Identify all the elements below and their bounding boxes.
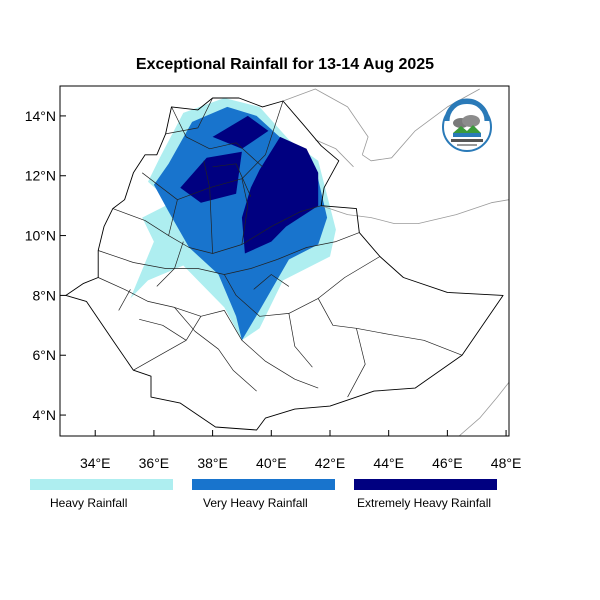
rainfall-area-extreme-4 [212, 115, 269, 149]
region-boundary-11 [174, 307, 257, 392]
plot-frame [59, 85, 510, 437]
region-boundary-15 [118, 289, 131, 311]
lon-tick-label-34: 34°E [80, 455, 111, 471]
boundary-layer [65, 88, 509, 436]
lon-tick-label-42: 42°E [315, 455, 346, 471]
lon-tick-label-46: 46°E [432, 455, 463, 471]
lat-tick-label-8: 8°N [33, 287, 57, 303]
region-boundary-6 [168, 199, 178, 236]
region-boundary-19 [156, 241, 184, 287]
country-border [65, 97, 504, 431]
rainfall-area-extreme-3 [180, 151, 242, 203]
lon-tick-label-38: 38°E [197, 455, 228, 471]
lat-tick-label-4: 4°N [33, 407, 57, 423]
lat-tick-label-6: 6°N [33, 347, 57, 363]
neighbor-border-3 [315, 139, 354, 168]
map-title: Exceptional Rainfall for 13-14 Aug 2025 [135, 56, 435, 73]
legend-swatch-heavy [30, 479, 173, 490]
region-boundary-13 [317, 298, 366, 398]
region-boundary-1 [171, 106, 263, 168]
lat-tick-label-10: 10°N [25, 228, 56, 244]
region-boundary-16 [288, 313, 313, 368]
rainfall-layer [130, 98, 336, 341]
meteorology-institute-logo [442, 98, 492, 152]
lat-tick-label-12: 12°N [25, 168, 56, 184]
region-boundary-20 [253, 274, 290, 290]
region-boundary-3 [98, 250, 278, 275]
lon-tick-label-48: 48°E [491, 455, 522, 471]
legend-swatch-extreme [354, 479, 497, 490]
rainfall-area-extreme-2 [241, 136, 319, 254]
region-boundary-17 [165, 97, 213, 135]
neighbor-border-0 [282, 88, 369, 155]
region-boundary-7 [203, 160, 213, 254]
legend-label-heavy: Heavy Rainfall [50, 496, 128, 510]
neighbor-border-1 [321, 199, 509, 225]
lon-tick-label-36: 36°E [139, 455, 170, 471]
neighbor-border-4 [458, 381, 509, 436]
axis-ticks: 34°E 36°E 38°E 40°E 42°E 44°E 46°E 48°E 14°N 12°N… [25, 108, 522, 471]
region-boundary-8 [241, 178, 249, 245]
region-boundary-12 [356, 327, 463, 356]
region-boundary-18 [212, 163, 252, 197]
lat-tick-label-14: 14°N [25, 108, 56, 124]
legend-label-very-heavy: Very Heavy Rainfall [203, 496, 308, 510]
region-boundary-4 [98, 277, 319, 389]
lon-tick-label-40: 40°E [256, 455, 287, 471]
lon-tick-label-44: 44°E [373, 455, 404, 471]
legend-swatch-very-heavy [192, 479, 335, 490]
region-boundary-9 [277, 232, 360, 260]
region-boundary-5 [133, 316, 202, 371]
region-boundary-14 [139, 318, 187, 341]
legend-label-extreme: Extremely Heavy Rainfall [357, 496, 492, 510]
region-boundary-0 [141, 100, 284, 201]
